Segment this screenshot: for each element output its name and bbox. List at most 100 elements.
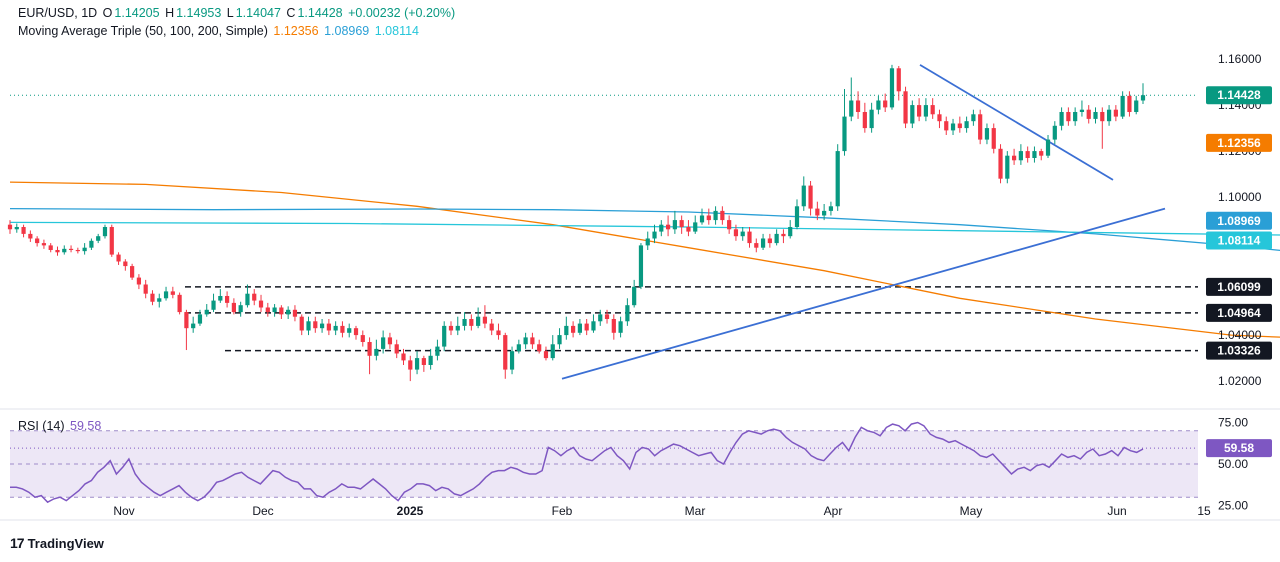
candle [855,91,861,119]
candle [1066,107,1071,126]
support-tag-3: 1.03326 [1206,341,1272,360]
ma100-tag: 1.08969 [1206,211,1272,230]
candle-body [258,300,264,308]
candle [516,339,521,354]
axes: 1.160001.140001.120001.100001.080001.060… [0,52,1280,521]
time-tick-label: Mar [685,504,706,518]
candle [258,294,264,313]
candle-body [82,247,87,252]
candle [286,306,291,319]
candle [496,323,501,340]
rsi-value: 59.58 [70,419,102,433]
candle-body [1100,111,1105,122]
candle [360,330,365,347]
candle-body [394,344,399,354]
candle-body [421,358,426,365]
open-value: 1.14205 [114,6,160,20]
ma-title[interactable]: Moving Average Triple (50, 100, 200, Sim… [18,24,268,38]
rsi-tick-label: 75.00 [1218,415,1248,429]
candle-body [638,245,644,287]
rsi-value-tag-box [1206,439,1272,458]
candle [245,284,250,308]
ma200-tag: 1.08114 [1206,231,1272,250]
candle-body [1032,151,1037,158]
candle-body [211,300,216,310]
ma200-tag-text: 1.08114 [1218,233,1261,247]
candle-body [984,128,990,140]
candle-body [28,233,33,239]
tradingview-logo[interactable]: 17 TradingView [10,535,104,551]
candle-body [598,314,603,322]
candle-body [767,238,772,244]
candle-body [157,298,162,302]
candle-body [747,231,752,244]
price-tick-label: 1.02000 [1218,374,1262,388]
candle-body [408,360,413,370]
candle-body [740,231,745,237]
symbol-title[interactable]: EUR/USD, 1D [18,6,98,20]
candle-body [611,318,616,333]
candle [1073,107,1078,126]
candle [509,346,515,375]
candle-body [347,328,352,333]
candle [28,230,33,242]
time-tick-label: Jun [1107,504,1126,518]
candle [1093,107,1098,124]
candle-body [733,229,739,237]
close-value: 1.14428 [297,6,343,20]
ma100-tag-box [1206,211,1272,230]
candle [1127,91,1132,117]
candle-body [869,109,874,129]
candle-body [1018,151,1023,161]
candle-body [1073,111,1078,122]
ma200-value: 1.08114 [374,24,420,38]
candle [442,321,447,352]
time-tick-label: Nov [113,504,134,518]
candle [62,245,67,255]
rsi-title[interactable]: RSI (14) [18,419,65,433]
candle-body [435,346,440,356]
candle [713,206,718,225]
low-value: 1.14047 [235,6,281,20]
candle-body [849,100,854,117]
candle-body [591,321,596,331]
candle-body [489,323,494,331]
candle-body [469,318,474,326]
candle [686,220,691,237]
candle [645,231,650,250]
candle-body [571,325,576,333]
candle-body [1120,95,1125,117]
candle-body [1059,111,1064,126]
candle-body [604,314,610,319]
candle [794,199,800,230]
candle [937,109,942,129]
high-label: H [165,6,175,20]
candle [978,109,983,145]
candle-body [794,206,800,227]
candle-body [272,307,277,313]
candle [577,318,582,336]
candle-body [1045,139,1051,156]
candle-body [889,68,895,108]
candle-body [184,312,189,329]
candle-body [699,215,705,223]
candle-body [455,325,460,331]
candle-body [754,243,759,248]
candle [448,321,454,336]
candle [102,224,108,239]
candle [896,65,901,101]
candle-body [537,344,542,352]
candle-body [68,248,74,250]
candle [211,293,216,313]
price-tick-label: 1.16000 [1218,52,1262,66]
ma100-tag-text: 1.08969 [1217,214,1261,228]
candle [944,116,949,135]
candle-body [62,248,67,253]
candle [163,286,169,301]
candle [788,220,793,239]
candle-body [930,105,935,115]
ma50-tag-text: 1.12356 [1217,136,1261,150]
candle-body [367,341,372,356]
candle-body [177,294,182,313]
candle [421,355,426,372]
